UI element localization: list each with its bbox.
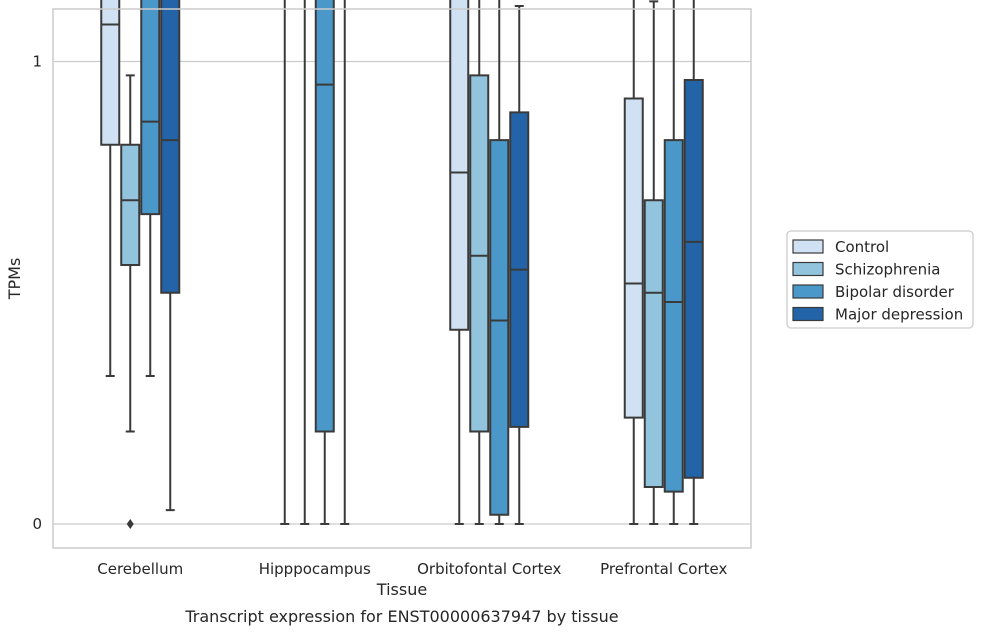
box-plot: [683, 0, 704, 525]
box-plot: [469, 0, 490, 525]
box-plot: [643, 0, 664, 525]
box-iqr: [140, 0, 161, 216]
box-plot: [140, 0, 161, 377]
legend-swatch: [792, 239, 824, 254]
x-tick-label: Prefrontal Cortex: [600, 560, 727, 578]
box-plot: [120, 74, 141, 529]
box-plot: [100, 0, 121, 377]
box-plots: [100, 0, 704, 529]
legend-label: Control: [835, 238, 889, 256]
box-iqr: [120, 143, 141, 266]
box-iqr: [100, 0, 121, 146]
box-plot: [280, 0, 290, 525]
box-plot: [160, 0, 181, 512]
x-tick-label: Orbitofontal Cortex: [417, 560, 561, 578]
box-plot: [623, 0, 644, 525]
box-plot: [489, 0, 510, 525]
legend-frame: [786, 230, 974, 329]
outlier-point: [126, 519, 134, 529]
box-plot: [300, 0, 310, 525]
box-iqr: [623, 97, 644, 419]
plot-frame: [52, 8, 752, 549]
legend: Control Schizophrenia Bipolar disorder Majo…: [786, 230, 974, 329]
box-iqr: [663, 139, 684, 493]
legend-swatch: [792, 261, 824, 277]
box-iqr: [643, 199, 664, 488]
legend-label: Schizophrenia: [835, 261, 940, 279]
y-tick-label: 0: [32, 515, 42, 533]
box-iqr: [683, 79, 704, 479]
box-iqr: [469, 74, 490, 433]
legend-label: Major depression: [835, 306, 963, 324]
legend-label: Bipolar disorder: [835, 283, 955, 301]
box-plot: [449, 0, 470, 525]
box-plot: [663, 0, 684, 525]
y-tick-labels: 01234567: [32, 53, 42, 534]
box-plot: [340, 0, 350, 525]
y-tick-label: 1: [32, 53, 42, 71]
box-plot: [509, 5, 530, 525]
box-plot: [314, 0, 335, 525]
x-tick-label: Hipppocampus: [259, 560, 371, 578]
legend-swatch: [792, 284, 824, 299]
box-iqr: [160, 0, 181, 294]
legend-swatch: [792, 306, 824, 322]
box-iqr: [449, 0, 470, 331]
box-iqr: [489, 139, 510, 516]
x-tick-labels: Cerebellum Hipppocampus Orbitofontal Corte…: [97, 560, 727, 578]
y-axis-title: TPMs: [5, 258, 24, 301]
x-axis-title: Tissue: [376, 580, 427, 599]
box-iqr: [314, 0, 335, 433]
x-tick-label: Cerebellum: [97, 560, 183, 578]
chart-caption: Transcript expression for ENST0000063794…: [184, 607, 618, 626]
